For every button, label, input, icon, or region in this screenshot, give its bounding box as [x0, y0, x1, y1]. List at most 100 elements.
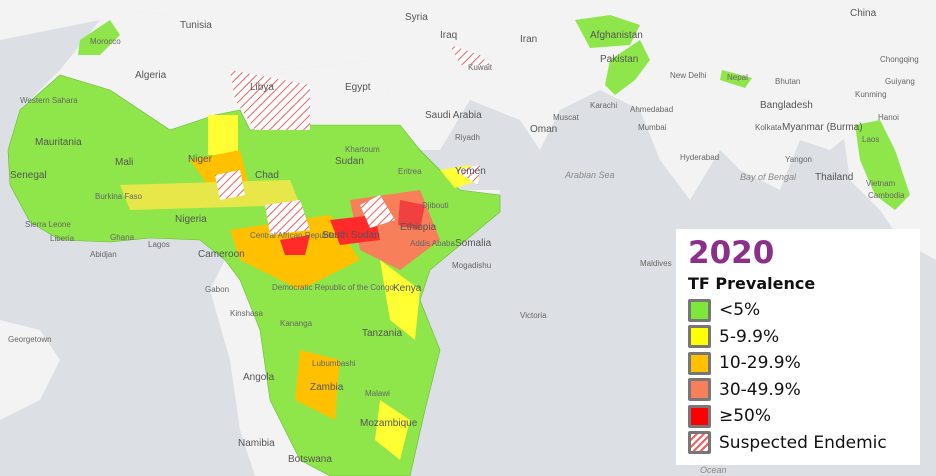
region-morocco [78, 20, 120, 55]
place-label: Vietnam [866, 179, 896, 188]
region-low-prevalence [7, 74, 501, 476]
place-label: Chad [255, 170, 279, 181]
place-label: Mumbai [638, 123, 667, 132]
place-label: Cameroon [198, 249, 245, 260]
place-label: Mozambique [360, 418, 418, 429]
place-label: Georgetown [8, 335, 52, 344]
place-label: Khartoum [345, 145, 380, 154]
legend-swatch [688, 431, 711, 455]
place-label: Syria [405, 12, 428, 23]
place-label: Kolkata [755, 123, 782, 132]
place-label: Guiyang [885, 77, 915, 86]
place-label: Niger [188, 154, 213, 165]
place-label: Saudi Arabia [425, 110, 482, 121]
place-label: Mali [115, 157, 133, 168]
place-label: South Sudan [322, 230, 380, 241]
region-suspected-endemic [215, 45, 490, 235]
legend-year: 2020 [688, 235, 775, 271]
legend-swatch [688, 378, 711, 402]
place-label: Morocco [90, 37, 121, 46]
place-label: Kananga [280, 319, 313, 328]
place-label: Sudan [335, 156, 364, 167]
place-label: Pakistan [600, 54, 638, 65]
place-label: Tunisia [180, 20, 212, 31]
place-label: Algeria [135, 70, 167, 81]
place-label: Oman [530, 124, 557, 135]
place-label: Chongqing [880, 55, 919, 64]
place-label: Karachi [590, 101, 617, 110]
legend-label: <5% [719, 300, 761, 321]
place-label: Ahmedabad [630, 105, 673, 114]
legend-title: TF Prevalence [688, 274, 816, 293]
legend-swatch [688, 298, 711, 322]
legend: 2020 TF Prevalence <5% 5-9.9% 10-29.9% 30-4… [676, 229, 920, 465]
legend-label: Suspected Endemic [719, 432, 887, 453]
place-label: Thailand [815, 172, 853, 183]
place-label: Democratic Republic of the Congo [272, 283, 394, 292]
legend-item: <5% [688, 297, 908, 324]
place-label: Nigeria [175, 214, 207, 225]
place-label: Central African Republic [250, 231, 336, 240]
place-label: Afghanistan [590, 30, 643, 41]
legend-item: Suspected Endemic [688, 430, 908, 457]
place-label: Iran [520, 34, 537, 45]
place-label: Arabian Sea [564, 170, 615, 180]
legend-label: 30-49.9% [719, 379, 801, 400]
place-label: Bay of Bengal [740, 172, 797, 182]
place-label: Kinshasa [230, 309, 263, 318]
place-label: Tanzania [362, 328, 402, 339]
place-label: Eritrea [398, 167, 422, 176]
place-label: Ocean [700, 465, 727, 475]
place-label: Iraq [440, 30, 457, 41]
place-label: Lubumbashi [312, 359, 356, 368]
region-afghanistan [575, 15, 640, 48]
legend-item: 30-49.9% [688, 377, 908, 404]
place-label: Yemen [455, 166, 486, 177]
place-label: Riyadh [455, 133, 480, 142]
place-label: Yangon [785, 155, 812, 164]
place-label: Nepal [727, 73, 748, 82]
place-label: Kuwait [468, 63, 493, 72]
region-nepal [720, 70, 752, 88]
legend-label: 5-9.9% [719, 326, 780, 347]
legend-item: 5-9.9% [688, 324, 908, 351]
place-label: Botswana [288, 454, 332, 465]
land-north [0, 0, 936, 200]
place-label: Victoria [520, 311, 547, 320]
place-label: Malawi [365, 389, 390, 398]
place-label: Angola [243, 372, 275, 383]
place-label: Ethiopia [400, 222, 437, 233]
place-label: Myanmar (Burma) [782, 122, 863, 133]
place-label: Maldives [640, 259, 672, 268]
place-label: Somalia [455, 238, 492, 249]
place-label: Hyderabad [680, 153, 719, 162]
place-label: Laos [862, 135, 879, 144]
place-label: Cambodia [868, 191, 905, 200]
region-pakistan [605, 40, 650, 95]
place-label: Zambia [310, 382, 344, 393]
place-label: Senegal [10, 170, 47, 181]
place-label: Libya [250, 82, 274, 93]
place-label: Bhutan [775, 77, 800, 86]
region-high-prevalence [280, 200, 425, 255]
land-south-america [0, 320, 60, 420]
place-label: Liberia [50, 234, 75, 243]
place-label: Kunming [855, 90, 887, 99]
legend-swatch [688, 351, 711, 375]
place-label: Western Sahara [20, 96, 78, 105]
place-label: Mauritania [35, 137, 82, 148]
region-laos-vietnam [855, 120, 910, 210]
place-label: Lagos [148, 240, 170, 249]
place-label: Djibouti [422, 201, 449, 210]
place-label: Burkina Faso [95, 192, 143, 201]
place-label: Bangladesh [760, 100, 813, 111]
place-label: China [850, 8, 877, 19]
place-label: New Delhi [670, 71, 707, 80]
legend-swatch [688, 404, 711, 428]
place-label: Addis Ababa [410, 239, 455, 248]
place-label: Egypt [345, 82, 371, 93]
place-label: Ghana [110, 233, 135, 242]
legend-label: 10-29.9% [719, 353, 801, 374]
place-label: Muscat [553, 113, 580, 122]
